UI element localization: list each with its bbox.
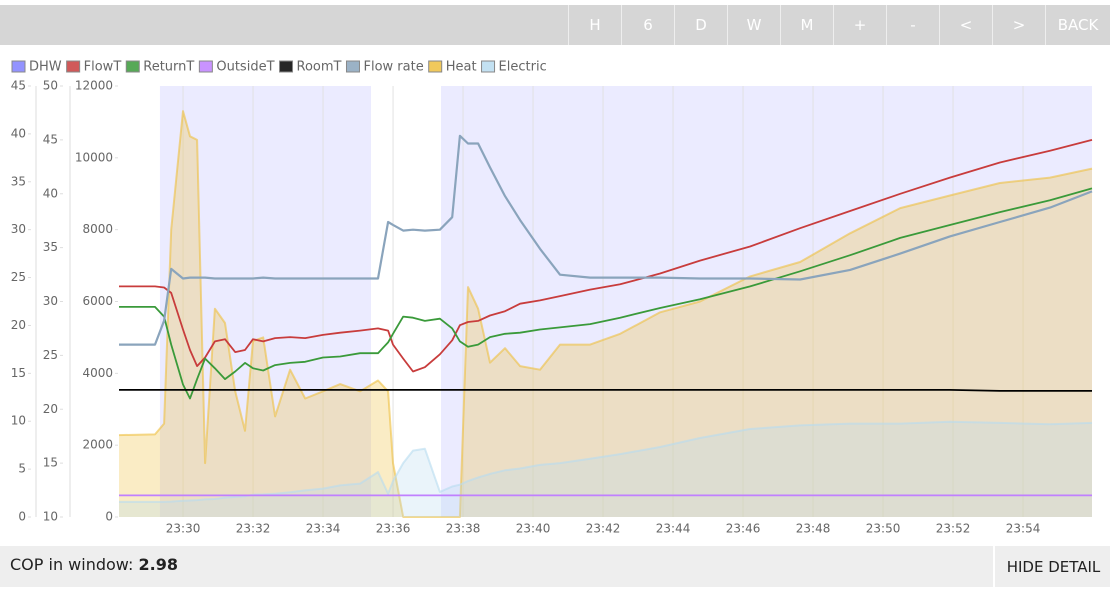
area-fill [119,111,1092,517]
x-tick-label: 23:32 [236,522,271,536]
y-tick-label: 6000 [82,294,113,308]
series-line [119,139,1093,373]
x-tick-label: 23:50 [866,522,901,536]
area-line [119,420,1093,503]
legend-swatch [198,60,213,73]
dhw-band [159,86,371,517]
button-group: H 6 D W M + - < > BACK [568,5,1110,45]
legend-swatch [481,60,496,73]
toolbar-button[interactable]: H [568,5,621,45]
legend-swatch [279,60,294,73]
legend-swatch [66,60,81,73]
series-line [119,389,1092,392]
legend-label: ReturnT [143,60,194,75]
legend-label: RoomT [297,60,342,75]
y-tick-label: 45 [11,79,26,93]
y-tick-label: 30 [11,222,26,236]
legend-label: OutsideT [216,60,274,75]
cop-value: 2.98 [138,555,178,574]
y-tick-label: 8000 [82,222,113,236]
x-tick-label: 23:44 [656,522,691,536]
y-tick-label: 10 [43,510,58,524]
x-tick-label: 23:52 [936,522,971,536]
y-tick-label: 25 [43,348,58,362]
y-tick-label: 2000 [82,438,113,452]
x-tick-label: 23:42 [586,522,621,536]
hide-detail-button[interactable]: HIDE DETAIL [993,546,1112,587]
plot-area [119,86,1092,517]
toolbar-button[interactable]: > [992,5,1045,45]
y-tick-label: 25 [11,270,26,284]
toolbar-button[interactable]: - [886,5,939,45]
footer: COP in window: 2.98 HIDE DETAIL [0,546,1110,587]
legend-label: DHW [29,60,62,75]
x-tick-label: 23:46 [726,522,761,536]
legend-swatch [428,60,443,73]
x-tick-label: 23:34 [306,522,341,536]
toolbar-button[interactable]: M [780,5,833,45]
y-tick-label: 35 [43,240,58,254]
series-line [119,134,1093,346]
y-tick-label: 15 [11,366,26,380]
y-tick-label: 15 [43,456,58,470]
toolbar-button[interactable]: BACK [1045,5,1110,45]
legend-label: FlowT [84,60,122,75]
x-tick-label: 23:36 [376,522,411,536]
y-tick-label: 20 [11,318,26,332]
y-tick-label: 10000 [75,150,113,164]
y-tick-label: 10 [11,414,26,428]
toolbar-button[interactable]: W [727,5,780,45]
y-tick-label: 35 [11,174,26,188]
y-tick-label: 40 [43,186,58,200]
legend-swatch [345,60,360,73]
x-tick-label: 23:48 [796,522,831,536]
x-tick-label: 23:30 [166,522,201,536]
series-line [119,187,1093,400]
chart: 23:30 23:32 23:34 23:36 23:38 23:40 23:42 23:44… [11,60,1093,536]
y-tick-label: 0 [18,510,26,524]
toolbar-button[interactable]: + [833,5,886,45]
y-tick-label: 12000 [75,79,113,93]
y-tick-label: 0 [105,510,113,524]
legend-swatch [125,60,140,73]
cop-label: COP in window: [10,555,134,574]
legend-label: Heat [446,60,477,75]
y-tick-label: 4000 [82,366,113,380]
dhw-band [441,86,1092,517]
y-tick-label: 45 [43,132,58,146]
cop: COP in window: 2.98 [10,546,178,584]
y-tick-label: 5 [18,462,26,476]
x-tick-label: 23:38 [446,522,481,536]
area-fill [119,421,1092,517]
legend-label: Flow rate [363,60,423,75]
y-tick-label: 40 [11,126,26,140]
x-tick-label: 23:54 [1006,522,1041,536]
y-tick-label: 30 [43,294,58,308]
y-tick-label: 20 [43,402,58,416]
toolbar: H 6 D W M + - < > BACK [0,5,1110,45]
legend-swatch [11,60,26,73]
toolbar-button[interactable]: < [939,5,992,45]
legend-label: Electric [499,60,547,75]
toolbar-button[interactable]: 6 [621,5,674,45]
toolbar-button[interactable]: D [674,5,727,45]
x-tick-label: 23:40 [516,522,551,536]
y-tick-label: 50 [43,79,58,93]
